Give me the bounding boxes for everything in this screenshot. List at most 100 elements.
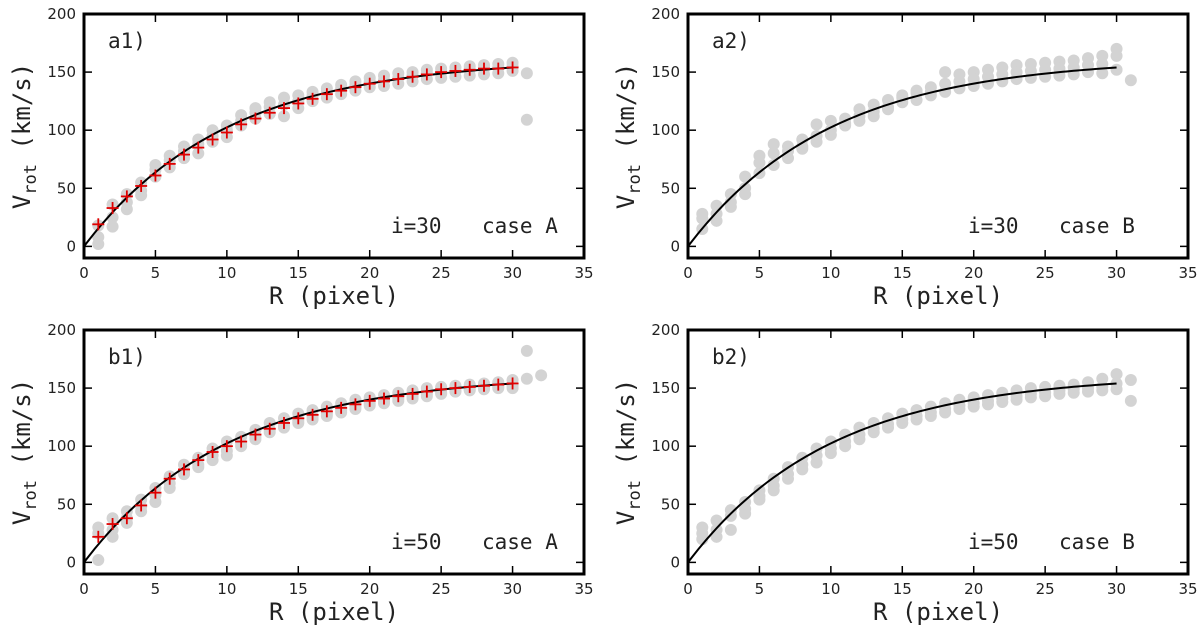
fit-marker <box>120 190 133 203</box>
data-point <box>953 75 966 88</box>
panel-a2-marks <box>687 42 1137 247</box>
fit-marker <box>449 64 462 77</box>
fit-marker <box>492 62 505 75</box>
inclination-label: i=30 <box>391 214 442 238</box>
x-tick-label: 10 <box>217 580 236 598</box>
data-point <box>896 416 909 429</box>
data-point <box>939 66 952 79</box>
fit-marker <box>349 398 362 411</box>
data-point <box>192 133 205 146</box>
x-axis-label: R (pixel) <box>269 282 399 310</box>
panel-b1-marks <box>83 344 548 567</box>
data-point <box>1053 387 1066 400</box>
fit-marker <box>235 435 248 448</box>
fit-marker <box>420 385 433 398</box>
y-tick-label: 200 <box>47 321 76 339</box>
data-point <box>149 495 162 508</box>
x-tick-label: 5 <box>151 264 161 282</box>
data-point <box>278 91 290 104</box>
data-point <box>1082 59 1094 72</box>
data-point <box>853 114 866 127</box>
panel-b2-marks <box>687 368 1137 563</box>
data-point <box>782 152 794 165</box>
panel-a2: 0 5 10 15 20 25 30 35 0 50 100 150 200 a2) i=30 case… <box>612 5 1198 310</box>
data-point <box>206 454 219 467</box>
fit-marker <box>335 401 348 414</box>
data-point <box>810 135 823 148</box>
data-point <box>535 369 548 382</box>
panel-b1-ticks: 0 5 10 15 20 25 30 35 0 50 100 150 200 <box>47 321 593 598</box>
y-tick-label: 50 <box>661 495 680 513</box>
y-axis-label: Vrot (km/s) <box>8 63 41 209</box>
data-point <box>724 200 737 213</box>
y-tick-label: 100 <box>47 437 76 455</box>
y-tick-label: 0 <box>670 237 680 255</box>
x-tick-label: 35 <box>574 580 593 598</box>
plot-frame <box>686 12 1190 260</box>
fit-marker <box>320 88 333 101</box>
x-axis-label: R (pixel) <box>873 282 1003 310</box>
data-point <box>1124 74 1137 87</box>
data-point <box>263 96 276 109</box>
fit-marker <box>420 68 433 81</box>
data-point <box>1096 384 1109 397</box>
y-tick-label: 200 <box>651 321 680 339</box>
data-point <box>710 214 723 227</box>
x-tick-label: 10 <box>217 264 236 282</box>
model-curve <box>687 382 1117 563</box>
fit-marker <box>306 92 319 105</box>
x-tick-label: 15 <box>289 264 308 282</box>
fit-marker <box>463 63 476 76</box>
data-point <box>149 159 162 172</box>
x-tick-label: 35 <box>1178 580 1197 598</box>
fit-marker <box>192 454 205 467</box>
fit-marker <box>349 81 362 94</box>
fit-marker <box>478 62 490 75</box>
panel-label: a2) <box>712 29 750 53</box>
data-point <box>739 507 752 520</box>
data-point <box>724 509 737 522</box>
data-point <box>520 67 533 80</box>
data-point <box>1110 63 1123 76</box>
y-tick-label: 150 <box>651 63 680 81</box>
fit-marker <box>178 463 190 476</box>
data-point <box>1096 57 1109 70</box>
x-tick-label: 0 <box>683 580 693 598</box>
x-tick-label: 35 <box>574 264 593 282</box>
fit-marker <box>492 378 505 391</box>
y-tick-label: 50 <box>661 179 680 197</box>
data-point <box>739 170 752 183</box>
y-tick-label: 150 <box>47 379 76 397</box>
data-point <box>753 493 766 506</box>
fit-marker <box>249 428 262 441</box>
x-axis-label: R (pixel) <box>269 598 399 626</box>
fit-marker <box>363 394 376 407</box>
panel-a1: 0 5 10 15 20 25 30 35 0 50 100 150 200 a1) i=30 case… <box>8 5 594 310</box>
x-tick-label: 20 <box>360 580 379 598</box>
x-tick-label: 20 <box>360 264 379 282</box>
fit-marker <box>135 179 148 192</box>
data-point <box>520 344 533 357</box>
data-point <box>753 156 766 169</box>
data-point <box>767 159 780 172</box>
data-point <box>824 447 837 460</box>
x-tick-label: 5 <box>755 580 765 598</box>
fit-marker <box>449 382 462 395</box>
data-point <box>1039 390 1052 403</box>
x-tick-label: 30 <box>1107 264 1126 282</box>
data-point <box>724 523 737 536</box>
panel-label: b2) <box>712 345 750 369</box>
data-point <box>696 527 709 540</box>
x-tick-label: 25 <box>1036 580 1055 598</box>
fit-marker <box>435 383 448 396</box>
x-tick-label: 25 <box>432 264 451 282</box>
fit-marker <box>392 390 405 403</box>
data-point <box>910 413 923 426</box>
y-tick-label: 50 <box>57 179 76 197</box>
x-tick-label: 30 <box>503 264 522 282</box>
data-point <box>1110 383 1123 396</box>
data-point <box>1010 393 1023 406</box>
x-tick-label: 20 <box>964 580 983 598</box>
y-label-main: V <box>8 511 36 525</box>
panel-label: a1) <box>108 29 146 53</box>
